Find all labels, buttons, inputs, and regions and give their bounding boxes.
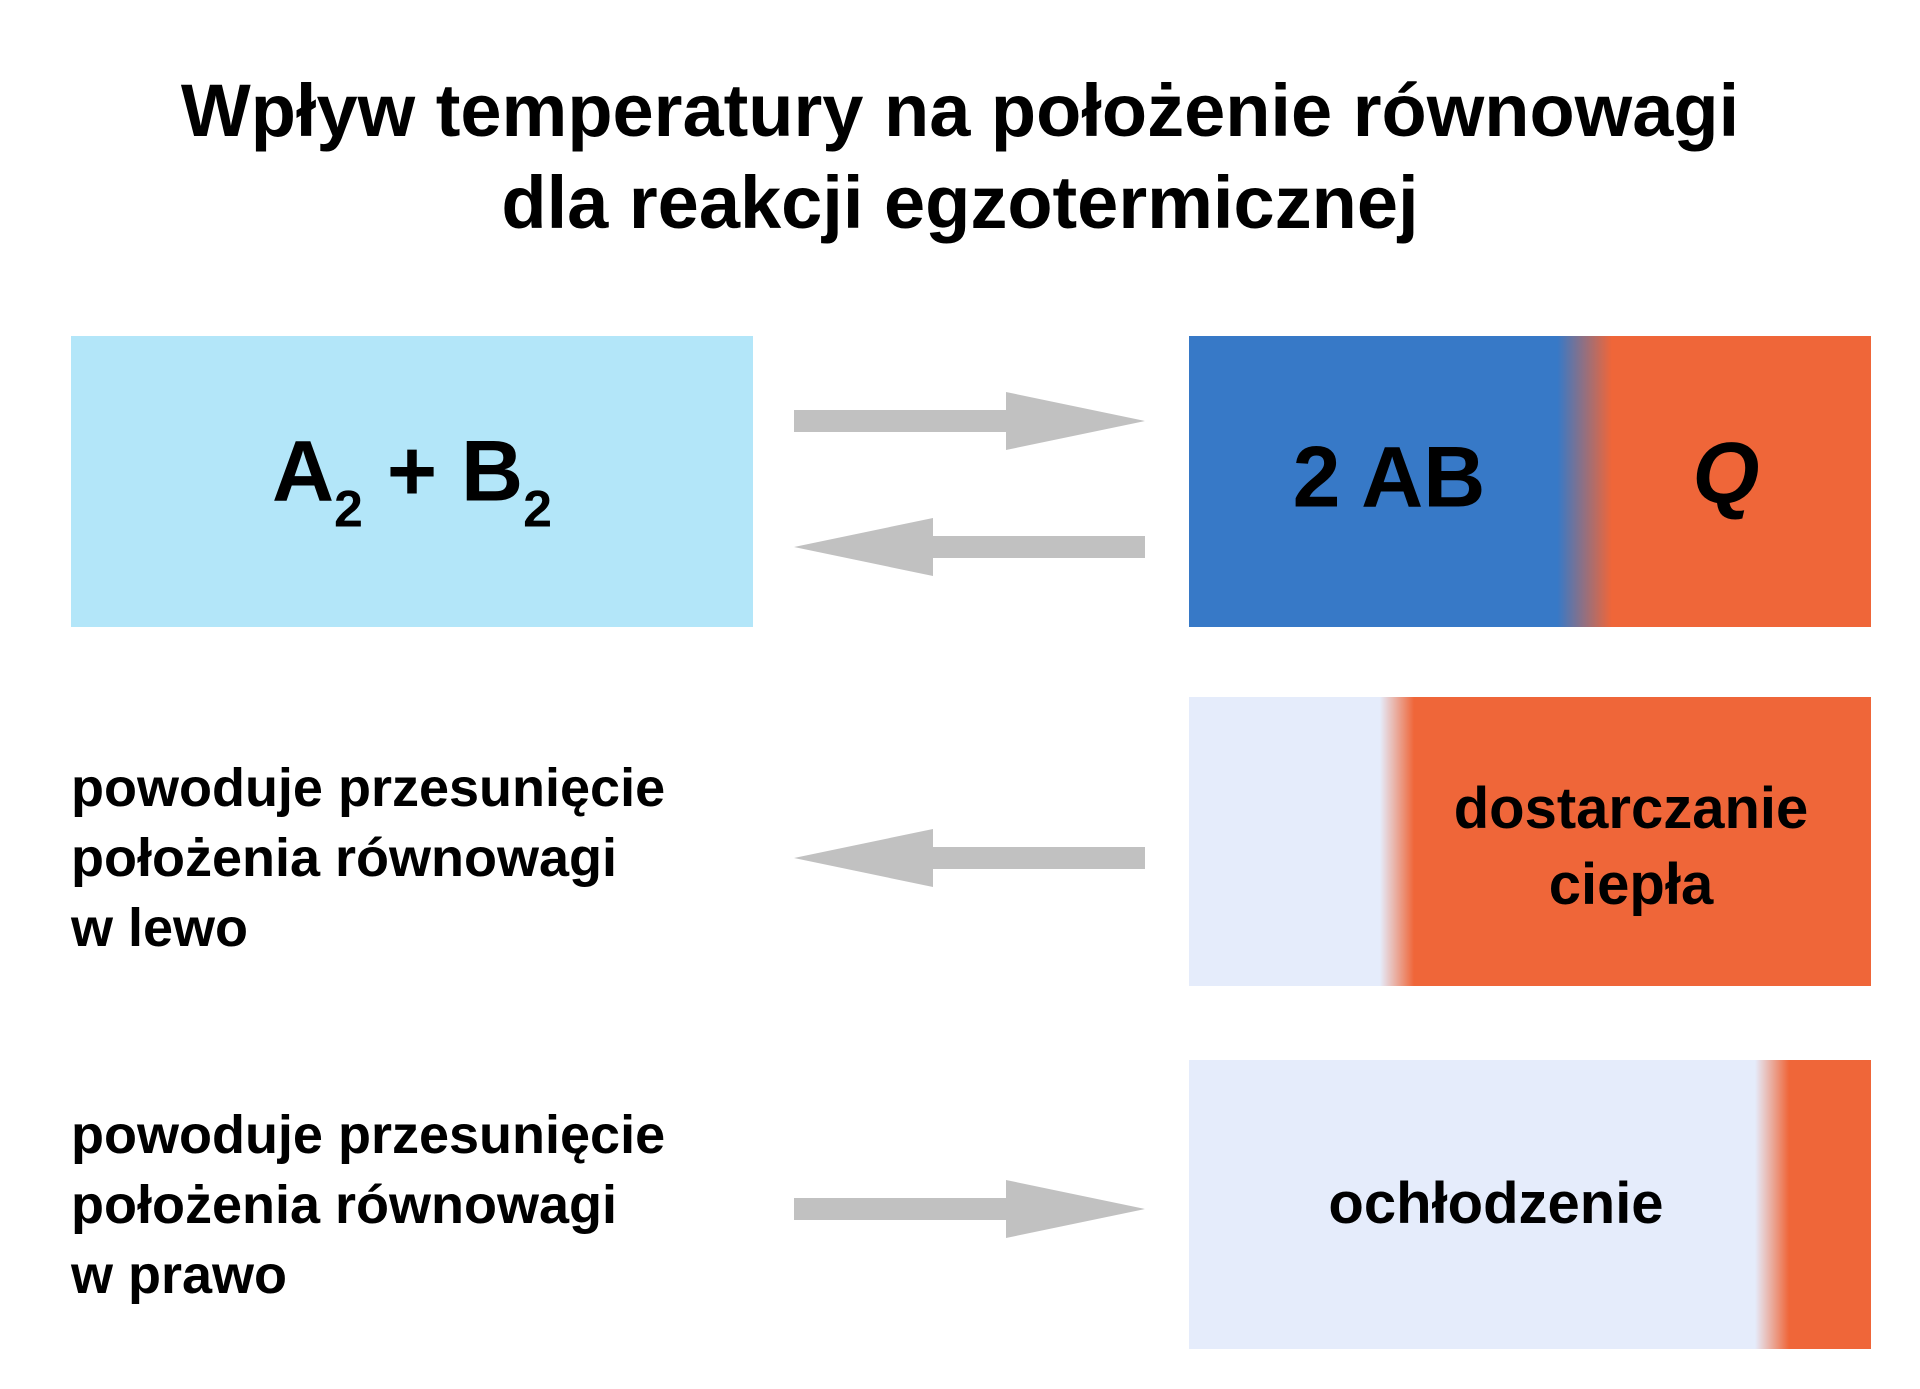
- heating-label: dostarczanie ciepła: [1454, 771, 1809, 923]
- heating-effect-line-3: w lewo: [71, 898, 249, 958]
- title-line-2: dla reakcji egzotermicznej: [501, 161, 1419, 244]
- reactant-a: A: [271, 423, 335, 520]
- heating-effect-line-1: powoduje przesunięcie: [71, 758, 666, 818]
- heating-label-line-2: ciepła: [1548, 852, 1714, 917]
- title-line-1: Wpływ temperatury na położenie równowagi: [180, 69, 1740, 152]
- plus-sign: +: [386, 423, 438, 520]
- heating-effect-line-2: położenia równowagi: [71, 828, 618, 888]
- cooling-effect-line-3: w prawo: [71, 1245, 288, 1305]
- heating-box: dostarczanie ciepła: [1189, 697, 1871, 986]
- shift-right-arrow-icon: [794, 1180, 1145, 1238]
- products-box: 2 AB Q: [1189, 336, 1871, 627]
- heating-label-line-1: dostarczanie: [1453, 776, 1809, 841]
- heating-effect-text: powoduje przesunięcie położenia równowag…: [71, 753, 665, 963]
- reactant-b: B: [461, 423, 524, 520]
- heat-label: Q: [1692, 425, 1760, 522]
- reactants-formula: A2 + B2: [272, 423, 552, 540]
- shift-left-arrow-icon: [794, 829, 1145, 887]
- reverse-arrow-icon: [794, 518, 1145, 576]
- cooling-effect-line-1: powoduje przesunięcie: [71, 1105, 666, 1165]
- cooling-effect-text: powoduje przesunięcie położenia równowag…: [71, 1100, 665, 1310]
- reactant-b-subscript: 2: [523, 480, 553, 539]
- cooling-label: ochłodzenie: [1328, 1171, 1664, 1236]
- product-label: 2 AB: [1292, 429, 1486, 526]
- reactants-box: A2 + B2: [71, 336, 753, 627]
- forward-arrow-icon: [794, 392, 1145, 450]
- cooling-box: ochłodzenie: [1189, 1060, 1871, 1349]
- cooling-effect-line-2: położenia równowagi: [71, 1175, 618, 1235]
- reactant-a-subscript: 2: [334, 480, 363, 539]
